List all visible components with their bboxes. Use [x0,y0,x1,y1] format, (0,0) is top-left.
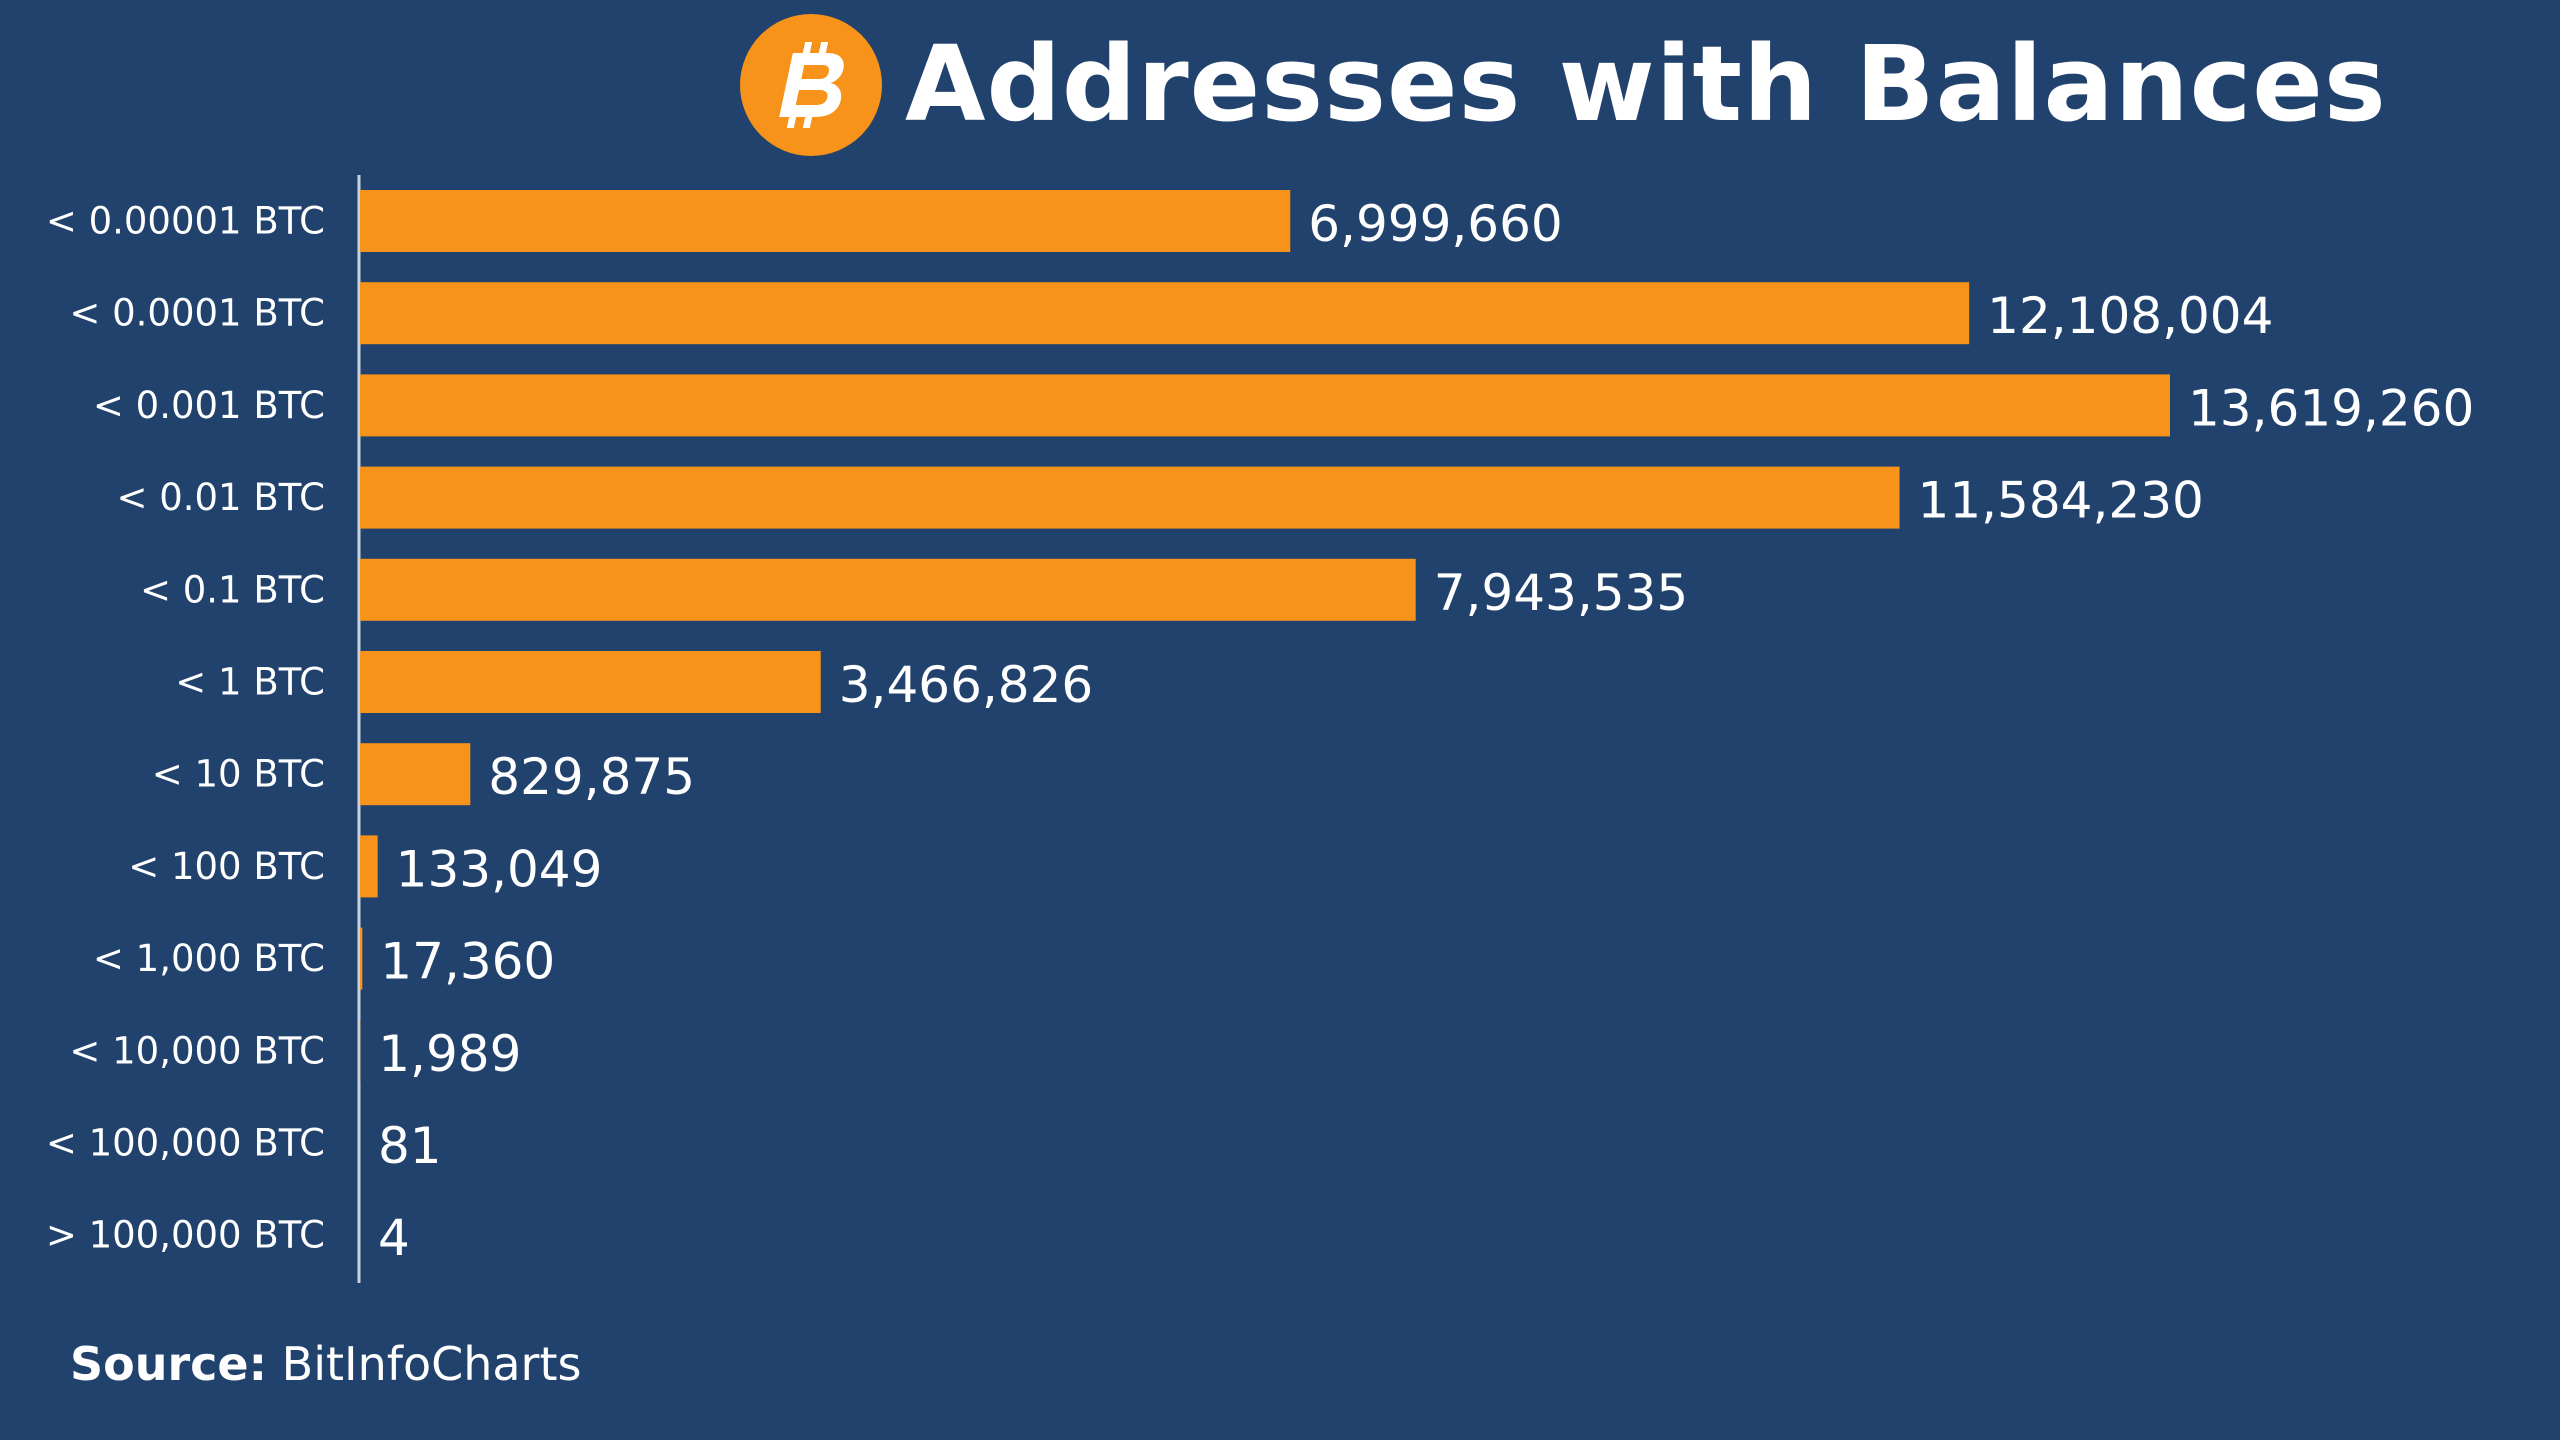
source-note: Source: BitInfoCharts [70,1336,581,1392]
category-label: < 100,000 BTC [46,1122,325,1165]
category-label: < 1,000 BTC [93,937,325,980]
value-label: 17,360 [380,933,555,991]
category-label: < 10,000 BTC [69,1029,325,1072]
category-label: < 0.001 BTC [93,384,325,427]
bar [360,374,2170,437]
category-labels: < 0.00001 BTC < 0.0001 BTC < 0.001 BTC < 0.… [46,200,325,1257]
value-labels: 6,999,660 12,108,004 13,619,260 11,584,230 7… [378,195,2474,1267]
value-label: 81 [378,1117,442,1175]
value-label: 12,108,004 [1987,287,2273,345]
bar [360,835,378,898]
value-label: 6,999,660 [1308,195,1562,253]
value-label: 4 [378,1209,410,1267]
bitcoin-icon [740,14,882,156]
source-label: Source: [70,1337,268,1391]
category-label: < 10 BTC [152,753,325,796]
category-label: < 0.00001 BTC [46,200,325,243]
value-label: 829,875 [488,748,695,806]
bar [360,466,1900,529]
category-label: > 100,000 BTC [46,1214,325,1257]
bar [360,651,821,713]
bitcoin-symbol [779,42,844,128]
category-label: < 0.01 BTC [116,476,325,519]
bar [360,743,471,806]
category-label: < 0.1 BTC [140,568,325,611]
header: Addresses with Balances [0,10,2560,160]
value-label: 7,943,535 [1434,564,1688,622]
category-label: < 0.0001 BTC [69,292,325,335]
value-label: 3,466,826 [839,656,1093,714]
bar [360,190,1291,252]
value-label: 1,989 [378,1025,521,1083]
value-label: 11,584,230 [1918,472,2204,530]
value-label: 133,049 [396,840,603,898]
bar [360,927,363,990]
chart-title: Addresses with Balances [905,23,2387,145]
source-value: BitInfoCharts [281,1337,582,1391]
bar [360,282,1970,345]
bar [360,558,1416,621]
bar-chart: < 0.00001 BTC < 0.0001 BTC < 0.001 BTC < 0.… [46,175,2474,1283]
category-label: < 1 BTC [175,661,325,704]
category-label: < 100 BTC [128,845,325,888]
bars [360,190,2170,1267]
value-label: 13,619,260 [2188,379,2474,437]
